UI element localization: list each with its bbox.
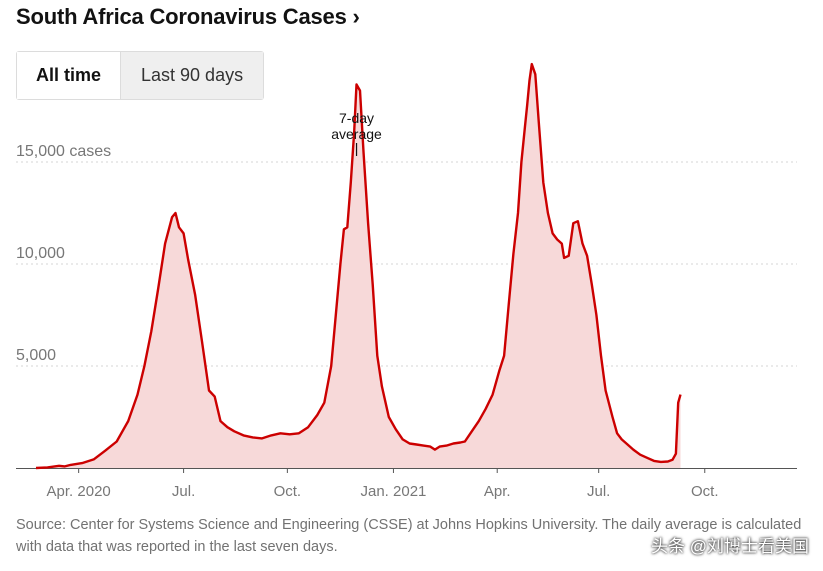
source-note: Source: Center for Systems Science and E… [16,517,802,555]
annotation-line-2: average [331,126,382,142]
time-range-tabs: All time Last 90 days [16,51,265,100]
x-tick-label: Oct. [274,483,302,500]
x-tick-label: Apr. 2020 [47,483,111,500]
y-tick-label-10000: 10,000 [16,245,65,262]
x-tick-label: Apr. [484,483,511,500]
page-title[interactable]: South Africa Coronavirus Cases › [16,4,360,30]
cases-chart: Apr. 2020 Jul. Oct. Jan. 2021 Apr. Jul. Oct. 5… [16,62,797,500]
y-tick-label-5000: 5,000 [16,347,56,364]
series-line-7-day-average [35,62,682,470]
tab-last-90-days[interactable]: Last 90 days [120,52,264,99]
x-tick-label: Jul. [172,483,195,500]
watermark: 头条 @刘博士看美国 [651,537,809,556]
x-tick-label: Jul. [587,483,610,500]
y-axis-labels: 5,000 10,000 15,000 cases [16,143,111,364]
y-tick-label-15000: 15,000 cases [16,143,111,160]
annotation-line-1: 7-day [339,110,374,126]
series-area-fill [36,64,681,468]
x-tick-label: Oct. [691,483,719,500]
chevron-right-icon: › [352,4,360,29]
x-tick-label: Jan. 2021 [360,483,426,500]
title-text: South Africa Coronavirus Cases [16,4,347,29]
tab-all-time[interactable]: All time [17,52,121,99]
x-axis-ticks: Apr. 2020 Jul. Oct. Jan. 2021 Apr. Jul. Oct. [47,468,719,500]
annotation-7-day-average: 7-day average [331,110,382,156]
gridlines [16,161,797,367]
